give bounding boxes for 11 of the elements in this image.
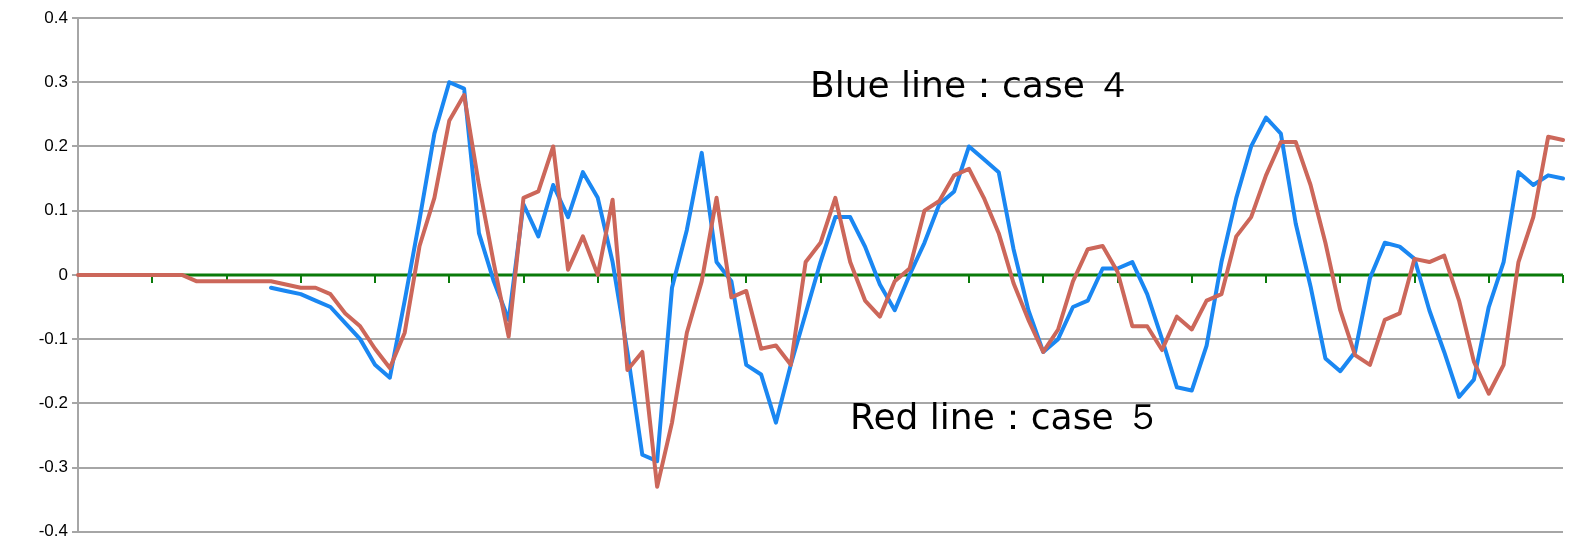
y-tick-label: 0 — [58, 264, 68, 284]
y-tick-label: 0.3 — [44, 71, 68, 91]
y-tick-label: -0.1 — [38, 328, 68, 348]
y-tick-label: -0.3 — [38, 457, 68, 477]
y-tick-label: 0.4 — [44, 7, 68, 27]
y-tick-label: 0.1 — [44, 200, 68, 220]
y-tick-label: 0.2 — [44, 136, 68, 156]
annotation: Red line：case ５ — [850, 396, 1162, 438]
annotation: Blue line：case ４ — [810, 64, 1133, 106]
y-tick-label: -0.2 — [38, 393, 68, 413]
y-tick-label: -0.4 — [38, 521, 68, 541]
